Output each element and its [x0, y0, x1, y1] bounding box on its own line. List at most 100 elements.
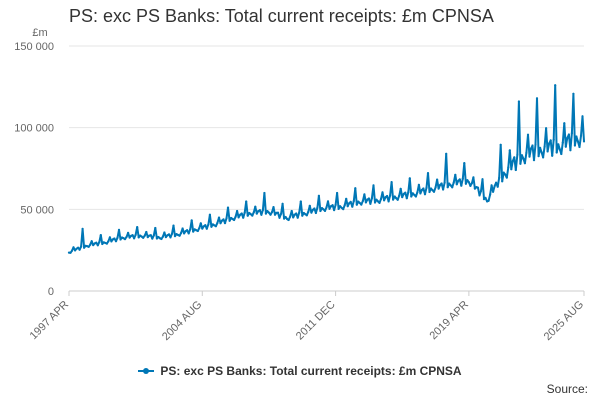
data-point — [575, 135, 578, 138]
data-point — [445, 152, 448, 155]
data-point — [531, 144, 534, 147]
data-point — [569, 149, 572, 152]
data-point — [336, 191, 339, 195]
data-point — [410, 195, 413, 198]
data-point — [216, 221, 219, 224]
data-point — [535, 97, 539, 100]
x-tick-label: 2019 APR — [427, 299, 471, 343]
data-point — [423, 193, 427, 196]
data-point — [225, 217, 228, 220]
data-point — [404, 191, 407, 194]
data-point — [381, 191, 384, 194]
data-point — [223, 222, 227, 225]
data-point — [473, 187, 476, 190]
data-point — [152, 234, 155, 237]
data-point — [579, 134, 583, 137]
data-point — [107, 240, 110, 243]
data-point — [501, 180, 504, 183]
data-point — [249, 213, 252, 216]
data-point — [429, 187, 433, 190]
data-point — [151, 237, 154, 240]
data-point — [495, 181, 498, 184]
data-point — [234, 215, 237, 218]
data-point — [567, 133, 571, 136]
data-point — [534, 143, 537, 146]
series-layer — [67, 84, 586, 254]
data-point — [487, 199, 490, 202]
data-point — [87, 245, 90, 248]
data-point — [439, 183, 442, 187]
data-point — [496, 185, 499, 188]
data-point — [564, 145, 567, 148]
data-point — [284, 215, 287, 219]
data-point — [280, 212, 283, 215]
data-point — [431, 189, 434, 192]
data-point — [248, 211, 251, 215]
data-point — [117, 228, 121, 231]
data-point — [337, 207, 340, 210]
data-point — [546, 150, 549, 153]
data-point — [198, 227, 201, 230]
data-point — [457, 179, 460, 182]
data-point — [339, 205, 342, 208]
data-point — [89, 243, 92, 246]
data-point — [361, 199, 364, 202]
data-point — [499, 143, 502, 146]
data-point — [367, 197, 370, 200]
data-point — [110, 240, 113, 243]
data-point — [357, 200, 360, 203]
data-point — [526, 133, 530, 136]
data-point — [243, 211, 246, 214]
data-point — [446, 186, 449, 189]
data-point — [189, 228, 192, 231]
data-point — [290, 209, 293, 213]
data-point — [372, 184, 375, 187]
data-point — [131, 234, 134, 237]
data-point — [414, 195, 417, 198]
data-point — [519, 162, 522, 165]
data-point — [183, 232, 186, 235]
data-point — [307, 210, 310, 213]
data-point — [448, 182, 451, 185]
data-point — [360, 203, 363, 206]
data-point — [128, 236, 131, 239]
data-point — [478, 194, 481, 197]
data-point — [472, 176, 475, 179]
data-point — [143, 234, 146, 237]
data-point — [549, 139, 552, 142]
data-point — [582, 140, 586, 143]
data-point — [516, 153, 519, 156]
data-point — [328, 207, 331, 210]
data-point — [293, 213, 296, 216]
data-point — [278, 216, 281, 219]
data-point — [289, 215, 292, 218]
legend[interactable]: PS: exc PS Banks: Total current receipts… — [0, 364, 600, 378]
data-point — [220, 219, 224, 222]
data-point — [523, 162, 527, 165]
data-point — [92, 244, 95, 247]
data-point — [187, 232, 190, 235]
data-point — [560, 152, 563, 156]
data-point — [555, 151, 558, 154]
y-tick-label: 0 — [48, 286, 54, 298]
data-point — [467, 181, 470, 184]
data-point — [390, 181, 393, 184]
data-point — [163, 231, 166, 234]
data-point — [123, 238, 127, 241]
grid-lines — [69, 45, 584, 292]
source-label: Source: — [546, 382, 588, 396]
data-point — [529, 147, 533, 150]
data-point — [476, 186, 480, 189]
data-point — [383, 199, 386, 202]
data-point — [545, 127, 548, 130]
data-point — [301, 214, 304, 217]
data-point — [363, 193, 366, 196]
data-point — [160, 237, 163, 241]
data-point — [573, 144, 577, 147]
data-point — [258, 209, 261, 212]
data-point — [326, 200, 330, 203]
data-point — [314, 211, 317, 215]
data-point — [178, 234, 181, 237]
data-point — [137, 236, 140, 239]
chart-title: PS: exc PS Banks: Total current receipts… — [69, 6, 494, 26]
